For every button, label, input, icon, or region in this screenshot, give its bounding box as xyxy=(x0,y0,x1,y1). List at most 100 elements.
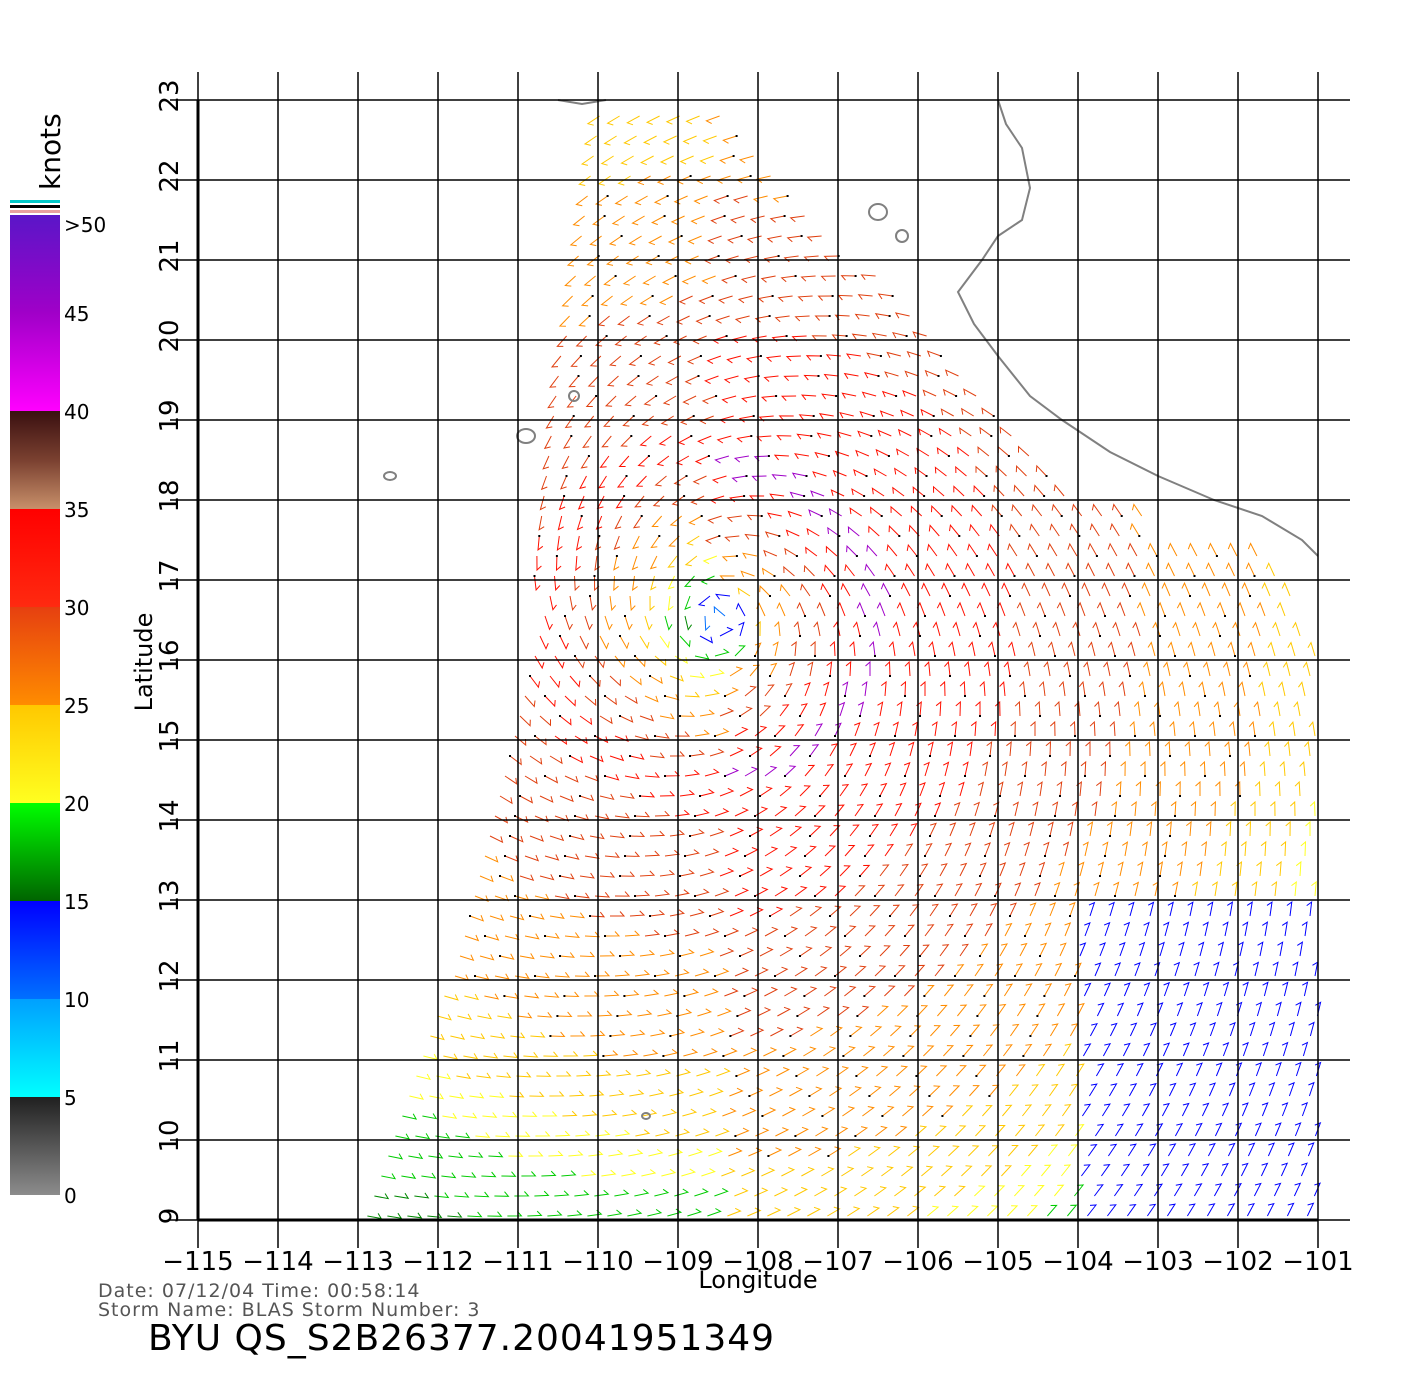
legend-label: 25 xyxy=(64,694,89,718)
wind-barb xyxy=(1091,503,1103,517)
wind-barb xyxy=(628,1149,644,1157)
rain-flag-marker xyxy=(869,835,871,837)
wind-barb xyxy=(607,1209,623,1217)
wind-barb xyxy=(874,313,890,320)
rain-flag-marker xyxy=(1129,595,1131,597)
rain-flag-marker xyxy=(789,1035,792,1037)
wind-barb xyxy=(574,655,585,669)
wind-barb xyxy=(654,969,670,977)
wind-barb xyxy=(932,621,941,637)
wind-barb xyxy=(724,847,740,857)
rain-flag-marker xyxy=(919,955,921,957)
wind-barb xyxy=(603,135,617,146)
wind-barb xyxy=(608,235,622,246)
wind-barb xyxy=(1167,641,1176,657)
wind-barb xyxy=(688,1148,704,1157)
wind-barb xyxy=(566,255,579,267)
wind-barb xyxy=(823,681,830,697)
wind-barb xyxy=(1123,982,1131,997)
wind-barb xyxy=(947,741,954,757)
rain-flag-marker xyxy=(724,775,726,777)
wind-barb xyxy=(1253,1182,1262,1197)
rain-flag-marker xyxy=(863,495,866,497)
rain-flag-marker xyxy=(932,415,935,417)
wind-barb xyxy=(924,369,939,377)
wind-barb xyxy=(987,543,998,557)
rain-flag-marker xyxy=(814,895,816,897)
wind-barb xyxy=(831,334,847,341)
wind-barb xyxy=(769,906,784,917)
wind-barb xyxy=(744,847,759,857)
wind-barb xyxy=(1092,621,1101,637)
wind-barb xyxy=(876,1065,889,1077)
wind-barb xyxy=(892,621,901,637)
wind-barb xyxy=(589,911,606,918)
wind-barb xyxy=(931,504,943,517)
wind-barb xyxy=(904,562,915,577)
wind-barb xyxy=(1221,1102,1230,1117)
rain-flag-marker xyxy=(1134,735,1136,737)
wind-barb xyxy=(539,952,555,959)
wind-barb xyxy=(764,846,779,857)
rain-flag-marker xyxy=(715,395,718,397)
wind-barb xyxy=(1147,641,1156,657)
wind-barb xyxy=(1198,941,1205,957)
rain-flag-marker xyxy=(717,255,720,257)
wind-barb xyxy=(1087,1204,1098,1217)
wind-barb xyxy=(1069,523,1080,537)
wind-barb xyxy=(714,887,730,897)
wind-barb xyxy=(869,640,876,657)
rain-flag-marker xyxy=(820,515,823,517)
wind-barb xyxy=(801,394,817,401)
wind-barb xyxy=(745,355,761,363)
wind-barb xyxy=(796,433,812,440)
wind-barb xyxy=(1238,681,1246,697)
wind-barb xyxy=(1047,542,1058,557)
rain-flag-marker xyxy=(1018,535,1021,537)
rain-flag-marker xyxy=(859,715,861,717)
wind-barb xyxy=(942,388,957,397)
wind-barb xyxy=(1306,901,1313,917)
rain-flag-marker xyxy=(743,995,746,997)
wind-barb xyxy=(684,849,700,857)
wind-barb xyxy=(1261,1102,1269,1117)
rain-flag-marker xyxy=(799,875,801,877)
rain-flag-marker xyxy=(828,315,831,317)
wind-barb xyxy=(1308,1081,1315,1097)
rain-flag-marker xyxy=(1249,675,1251,677)
wind-barb xyxy=(1230,800,1236,817)
rain-flag-marker xyxy=(1129,675,1131,677)
wind-barb xyxy=(914,964,926,977)
wind-barb xyxy=(769,745,782,757)
wind-barb xyxy=(683,575,695,587)
wind-barb xyxy=(916,1065,928,1077)
wind-barb xyxy=(599,455,610,468)
wind-barb xyxy=(1012,801,1019,817)
wind-barb xyxy=(1016,601,1026,617)
wind-barb xyxy=(961,582,971,597)
rain-flag-marker xyxy=(743,495,746,497)
wind-barb xyxy=(427,1212,443,1219)
wind-barb xyxy=(1018,445,1030,457)
rain-flag-marker xyxy=(778,535,781,537)
wind-barb xyxy=(997,781,1004,797)
wind-barb xyxy=(929,822,937,837)
wind-barb xyxy=(759,866,774,877)
wind-barb xyxy=(1207,1142,1216,1157)
wind-barb xyxy=(576,1070,592,1077)
wind-barb xyxy=(877,701,884,717)
wind-barb xyxy=(954,964,965,977)
wind-barb xyxy=(1022,1104,1033,1117)
wind-barb xyxy=(538,515,545,531)
wind-barb xyxy=(975,465,987,477)
wind-barb xyxy=(639,949,656,957)
wind-barb xyxy=(719,787,735,797)
wind-barb xyxy=(619,792,635,799)
wind-barb xyxy=(904,843,914,857)
wind-barb xyxy=(907,1205,920,1217)
wind-barb xyxy=(661,275,676,286)
legend-label: 30 xyxy=(64,596,89,620)
rain-flag-marker xyxy=(654,735,656,737)
wind-barb xyxy=(1172,881,1179,897)
wind-barb xyxy=(577,1011,593,1017)
